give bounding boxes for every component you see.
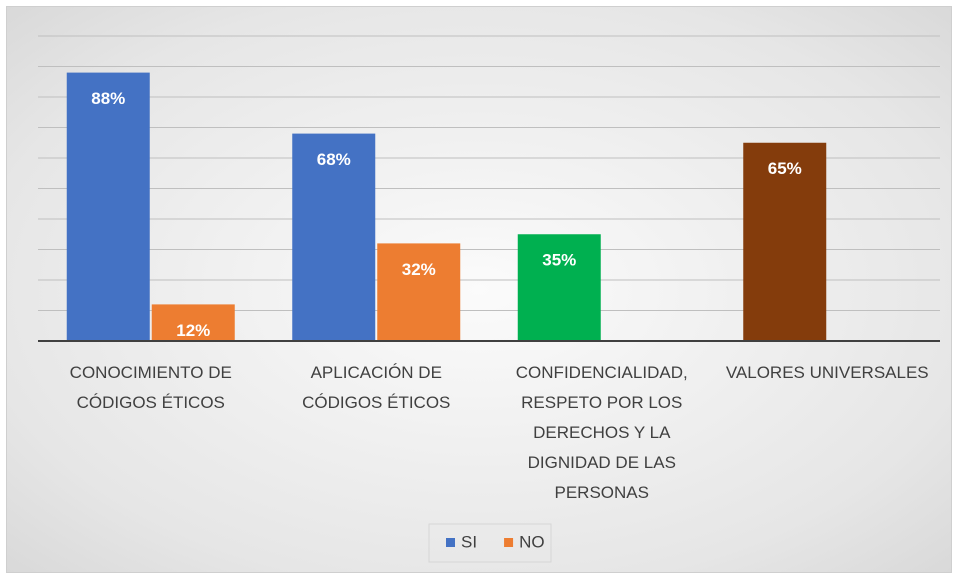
legend-label: NO bbox=[519, 532, 545, 551]
data-label: 65% bbox=[768, 159, 802, 178]
x-tick-label: CONFIDENCIALIDAD, RESPETO POR LOS DERECH… bbox=[515, 363, 688, 502]
data-label: 88% bbox=[91, 89, 125, 108]
legend-swatch bbox=[446, 538, 455, 547]
legend-box bbox=[428, 523, 552, 563]
data-label: 35% bbox=[542, 251, 576, 270]
legend-label: SI bbox=[461, 532, 477, 551]
legend-swatch bbox=[504, 538, 514, 547]
data-label: 32% bbox=[402, 260, 436, 279]
bar bbox=[66, 72, 150, 341]
bar bbox=[151, 304, 235, 341]
bar bbox=[743, 142, 827, 341]
bar bbox=[292, 133, 376, 341]
bar bbox=[517, 234, 601, 341]
data-label: 68% bbox=[317, 150, 351, 169]
x-tick-label: CONOCIMIENTO DE CÓDIGOS ÉTICOS bbox=[69, 363, 232, 412]
data-label: 12% bbox=[176, 321, 210, 340]
bar bbox=[377, 243, 461, 341]
x-tick-label: VALORES UNIVERSALES bbox=[725, 363, 929, 382]
x-tick-label: APLICACIÓN DE CÓDIGOS ÉTICOS bbox=[302, 363, 451, 412]
